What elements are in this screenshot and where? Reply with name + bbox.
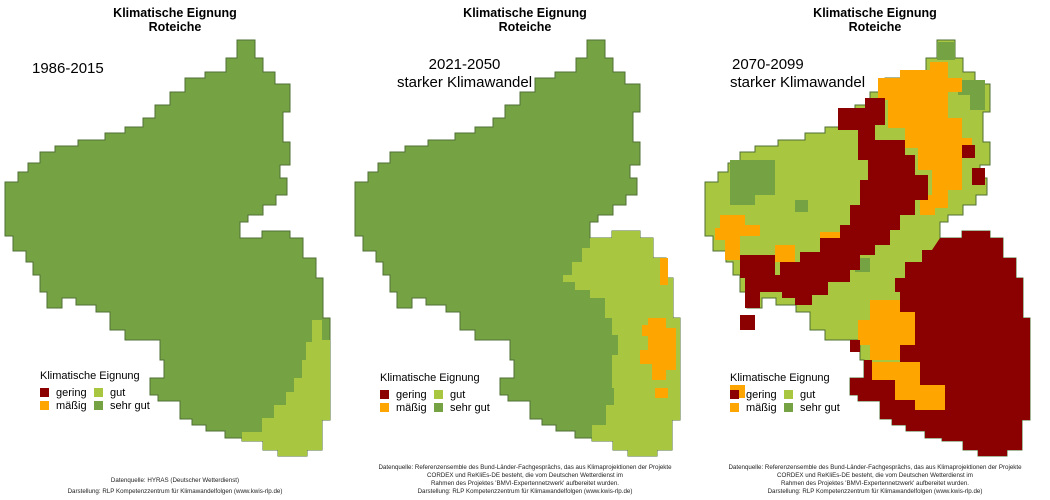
legend-swatch-maessig xyxy=(380,403,389,412)
legend-item-gering: gering xyxy=(730,388,784,401)
legend-label: gut xyxy=(450,388,466,401)
period-years: 1986-2015 xyxy=(32,60,104,77)
legend-item-sehr-gut: sehr gut xyxy=(434,401,504,414)
region-sehr-gut xyxy=(4,39,331,457)
suitability-map xyxy=(4,39,331,457)
data-source: Datenquelle: HYRAS (Deutscher Wetterdien… xyxy=(110,477,240,484)
title-line-2: Roteiche xyxy=(148,20,202,34)
legend-label: gering xyxy=(746,388,777,401)
panel-title: Klimatische Eignung Roteiche xyxy=(0,6,350,34)
legend-swatch-gut xyxy=(94,388,103,397)
legend-swatch-maessig xyxy=(730,403,739,412)
map-panel-1986-2015: Klimatische Eignung Roteiche 1986-2015 K… xyxy=(0,0,350,500)
map-panel-2021-2050: Klimatische Eignung Roteiche 2021-2050 s… xyxy=(350,0,700,500)
legend-label: sehr gut xyxy=(110,399,150,412)
scenario-label: starker Klimawandel xyxy=(397,74,533,91)
legend-label: gut xyxy=(800,388,816,401)
panel-title: Klimatische Eignung Roteiche xyxy=(350,6,700,34)
legend-swatch-gering xyxy=(730,390,739,399)
period-label: 2021-2050 starker Klimawandel xyxy=(397,56,532,92)
legend-swatch-gut xyxy=(784,390,793,399)
legend-label: mäßig xyxy=(56,399,87,412)
region-sehr-gut xyxy=(354,39,681,457)
legend-item-maessig: mäßig xyxy=(40,399,94,412)
legend-item-gut: gut xyxy=(434,388,504,401)
data-source-line-3: Rahmen des Projektes 'BMVI-Expertennetzw… xyxy=(780,480,970,487)
legend-item-maessig: mäßig xyxy=(730,401,784,414)
panel-title: Klimatische Eignung Roteiche xyxy=(700,6,1050,34)
legend-label: gering xyxy=(396,388,427,401)
source-note: Datenquelle: Referenzensemble des Bund-L… xyxy=(700,464,1050,496)
source-note: Datenquelle: Referenzensemble des Bund-L… xyxy=(350,464,700,496)
map-legend: Klimatische Eignung gering gut mäßig seh… xyxy=(730,372,854,414)
title-line-1: Klimatische Eignung xyxy=(813,6,937,20)
period-years: 2021-2050 xyxy=(428,56,501,73)
legend-title: Klimatische Eignung xyxy=(730,372,830,384)
legend-item-maessig: mäßig xyxy=(380,401,434,414)
region-gering xyxy=(740,98,1030,456)
legend-swatch-sehr-gut xyxy=(94,401,103,410)
data-source-line-1: Datenquelle: Referenzensemble des Bund-L… xyxy=(378,464,672,471)
legend-label: sehr gut xyxy=(450,401,490,414)
data-source-line-1: Datenquelle: Referenzensemble des Bund-L… xyxy=(728,464,1022,471)
legend-item-gering: gering xyxy=(40,386,94,399)
credit-line: Darstellung: RLP Kompetenzzentrum für Kl… xyxy=(417,488,633,495)
legend-swatch-sehr-gut xyxy=(434,403,443,412)
map-legend: Klimatische Eignung gering gut mäßig seh… xyxy=(40,370,164,412)
legend-label: gering xyxy=(56,386,87,399)
region-maessig xyxy=(640,258,676,398)
period-label: 1986-2015 xyxy=(32,60,104,78)
legend-item-sehr-gut: sehr gut xyxy=(94,399,164,412)
title-line-1: Klimatische Eignung xyxy=(113,6,237,20)
legend-title: Klimatische Eignung xyxy=(380,372,480,384)
legend-item-gut: gut xyxy=(784,388,854,401)
legend-swatch-sehr-gut xyxy=(784,403,793,412)
suitability-map xyxy=(704,39,1031,457)
title-line-1: Klimatische Eignung xyxy=(463,6,587,20)
period-label: 2070-2099 starker Klimawandel xyxy=(730,56,865,92)
scenario-label: starker Klimawandel xyxy=(730,74,866,91)
source-note: Datenquelle: HYRAS (Deutscher Wetterdien… xyxy=(0,477,350,496)
title-line-2: Roteiche xyxy=(498,20,552,34)
data-source-line-2: CORDEX und ReKliEs-DE besteht, die vom D… xyxy=(427,472,623,479)
legend-label: sehr gut xyxy=(800,401,840,414)
title-line-2: Roteiche xyxy=(848,20,902,34)
region-gut xyxy=(242,320,330,456)
legend-label: mäßig xyxy=(746,401,777,414)
legend-swatch-gering xyxy=(40,388,49,397)
region-maessig xyxy=(715,62,972,410)
legend-label: gut xyxy=(110,386,126,399)
map-panel-2070-2099: Klimatische Eignung Roteiche 2070-2099 s… xyxy=(700,0,1050,500)
legend-title: Klimatische Eignung xyxy=(40,370,140,382)
suitability-map xyxy=(354,39,681,457)
credit-line: Darstellung: RLP Kompetenzzentrum für Kl… xyxy=(767,488,983,495)
legend-swatch-gut xyxy=(434,390,443,399)
legend-item-gut: gut xyxy=(94,386,164,399)
map-legend: Klimatische Eignung gering gut mäßig seh… xyxy=(380,372,504,414)
data-source-line-2: CORDEX und ReKliEs-DE besteht, die vom D… xyxy=(777,472,973,479)
region-gut xyxy=(563,231,680,456)
legend-item-sehr-gut: sehr gut xyxy=(784,401,854,414)
legend-swatch-gering xyxy=(380,390,389,399)
legend-swatch-maessig xyxy=(40,401,49,410)
legend-item-gering: gering xyxy=(380,388,434,401)
legend-label: mäßig xyxy=(396,401,427,414)
data-source-line-3: Rahmen des Projektes 'BMVI-Expertennetzw… xyxy=(430,480,620,487)
credit-line: Darstellung: RLP Kompetenzzentrum für Kl… xyxy=(67,488,283,495)
period-years: 2070-2099 xyxy=(732,56,804,73)
